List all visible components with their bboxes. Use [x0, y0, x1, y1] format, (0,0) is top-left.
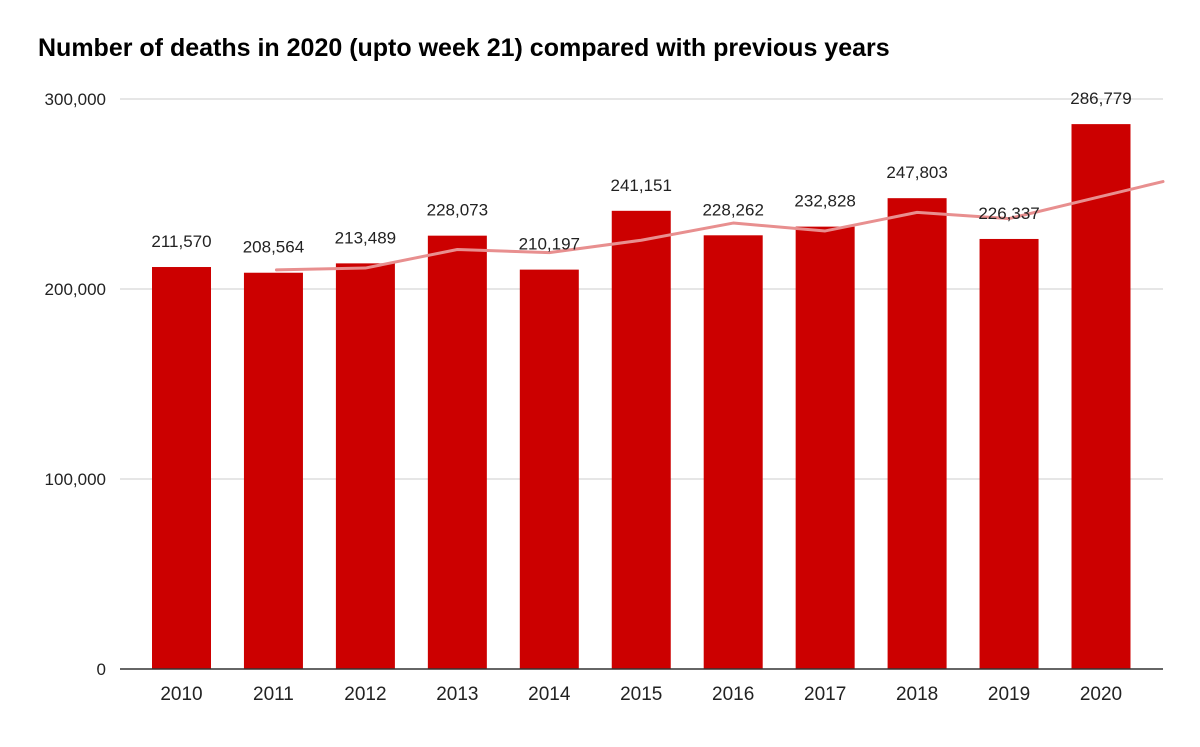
data-label: 208,564: [243, 238, 304, 257]
bar: [887, 198, 947, 669]
data-label: 210,197: [519, 235, 580, 254]
x-tick-label: 2016: [712, 684, 754, 705]
x-tick-label: 2011: [253, 684, 294, 705]
data-label: 226,337: [978, 204, 1039, 223]
bar: [427, 235, 487, 669]
x-tick-label: 2019: [988, 684, 1030, 705]
data-label: 228,073: [427, 201, 488, 220]
data-label: 286,779: [1070, 89, 1131, 108]
bar: [611, 210, 671, 669]
y-tick-label: 100,000: [45, 470, 106, 489]
x-tick-label: 2015: [620, 684, 662, 705]
y-tick-label: 0: [97, 660, 106, 679]
bar: [335, 263, 395, 669]
data-label: 211,570: [151, 232, 211, 251]
x-tick-label: 2020: [1080, 684, 1122, 705]
data-label: 228,262: [702, 200, 763, 219]
bar: [795, 226, 855, 669]
bar: [703, 235, 763, 670]
data-label: 232,828: [794, 192, 855, 211]
data-label: 213,489: [335, 228, 396, 247]
x-tick-label: 2010: [160, 684, 202, 705]
trendline: [274, 180, 1165, 272]
data-label: 247,803: [886, 163, 947, 182]
y-tick-label: 300,000: [45, 90, 106, 109]
data-label: 241,151: [611, 176, 672, 195]
x-tick-label: 2017: [804, 684, 846, 705]
x-tick-label: 2012: [344, 684, 386, 705]
y-tick-label: 200,000: [45, 280, 106, 299]
bar: [152, 267, 211, 669]
bar: [519, 269, 579, 669]
x-tick-label: 2014: [528, 684, 571, 705]
bar: [1071, 124, 1131, 670]
chart-title: Number of deaths in 2020 (upto week 21) …: [38, 34, 890, 62]
x-tick-label: 2013: [436, 684, 478, 705]
x-tick-label: 2018: [896, 684, 938, 705]
bar: [979, 238, 1039, 669]
bar: [243, 272, 303, 669]
